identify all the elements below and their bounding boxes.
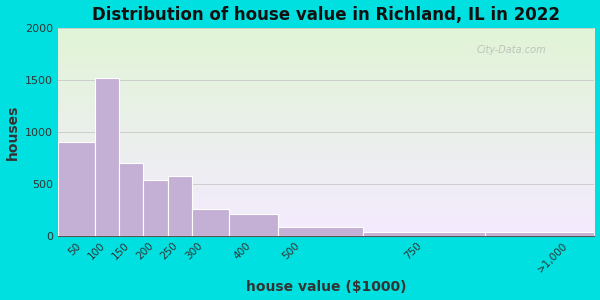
- Y-axis label: houses: houses: [5, 104, 20, 160]
- Bar: [58, 142, 95, 236]
- Bar: [363, 232, 485, 236]
- Text: City-Data.com: City-Data.com: [476, 44, 546, 55]
- Bar: [143, 180, 168, 236]
- Bar: [485, 232, 595, 236]
- Bar: [192, 209, 229, 236]
- Bar: [95, 78, 119, 236]
- Bar: [229, 214, 278, 236]
- Bar: [119, 163, 143, 236]
- Bar: [168, 176, 192, 236]
- X-axis label: house value ($1000): house value ($1000): [246, 280, 407, 294]
- Title: Distribution of house value in Richland, IL in 2022: Distribution of house value in Richland,…: [92, 6, 560, 24]
- Bar: [278, 226, 363, 236]
